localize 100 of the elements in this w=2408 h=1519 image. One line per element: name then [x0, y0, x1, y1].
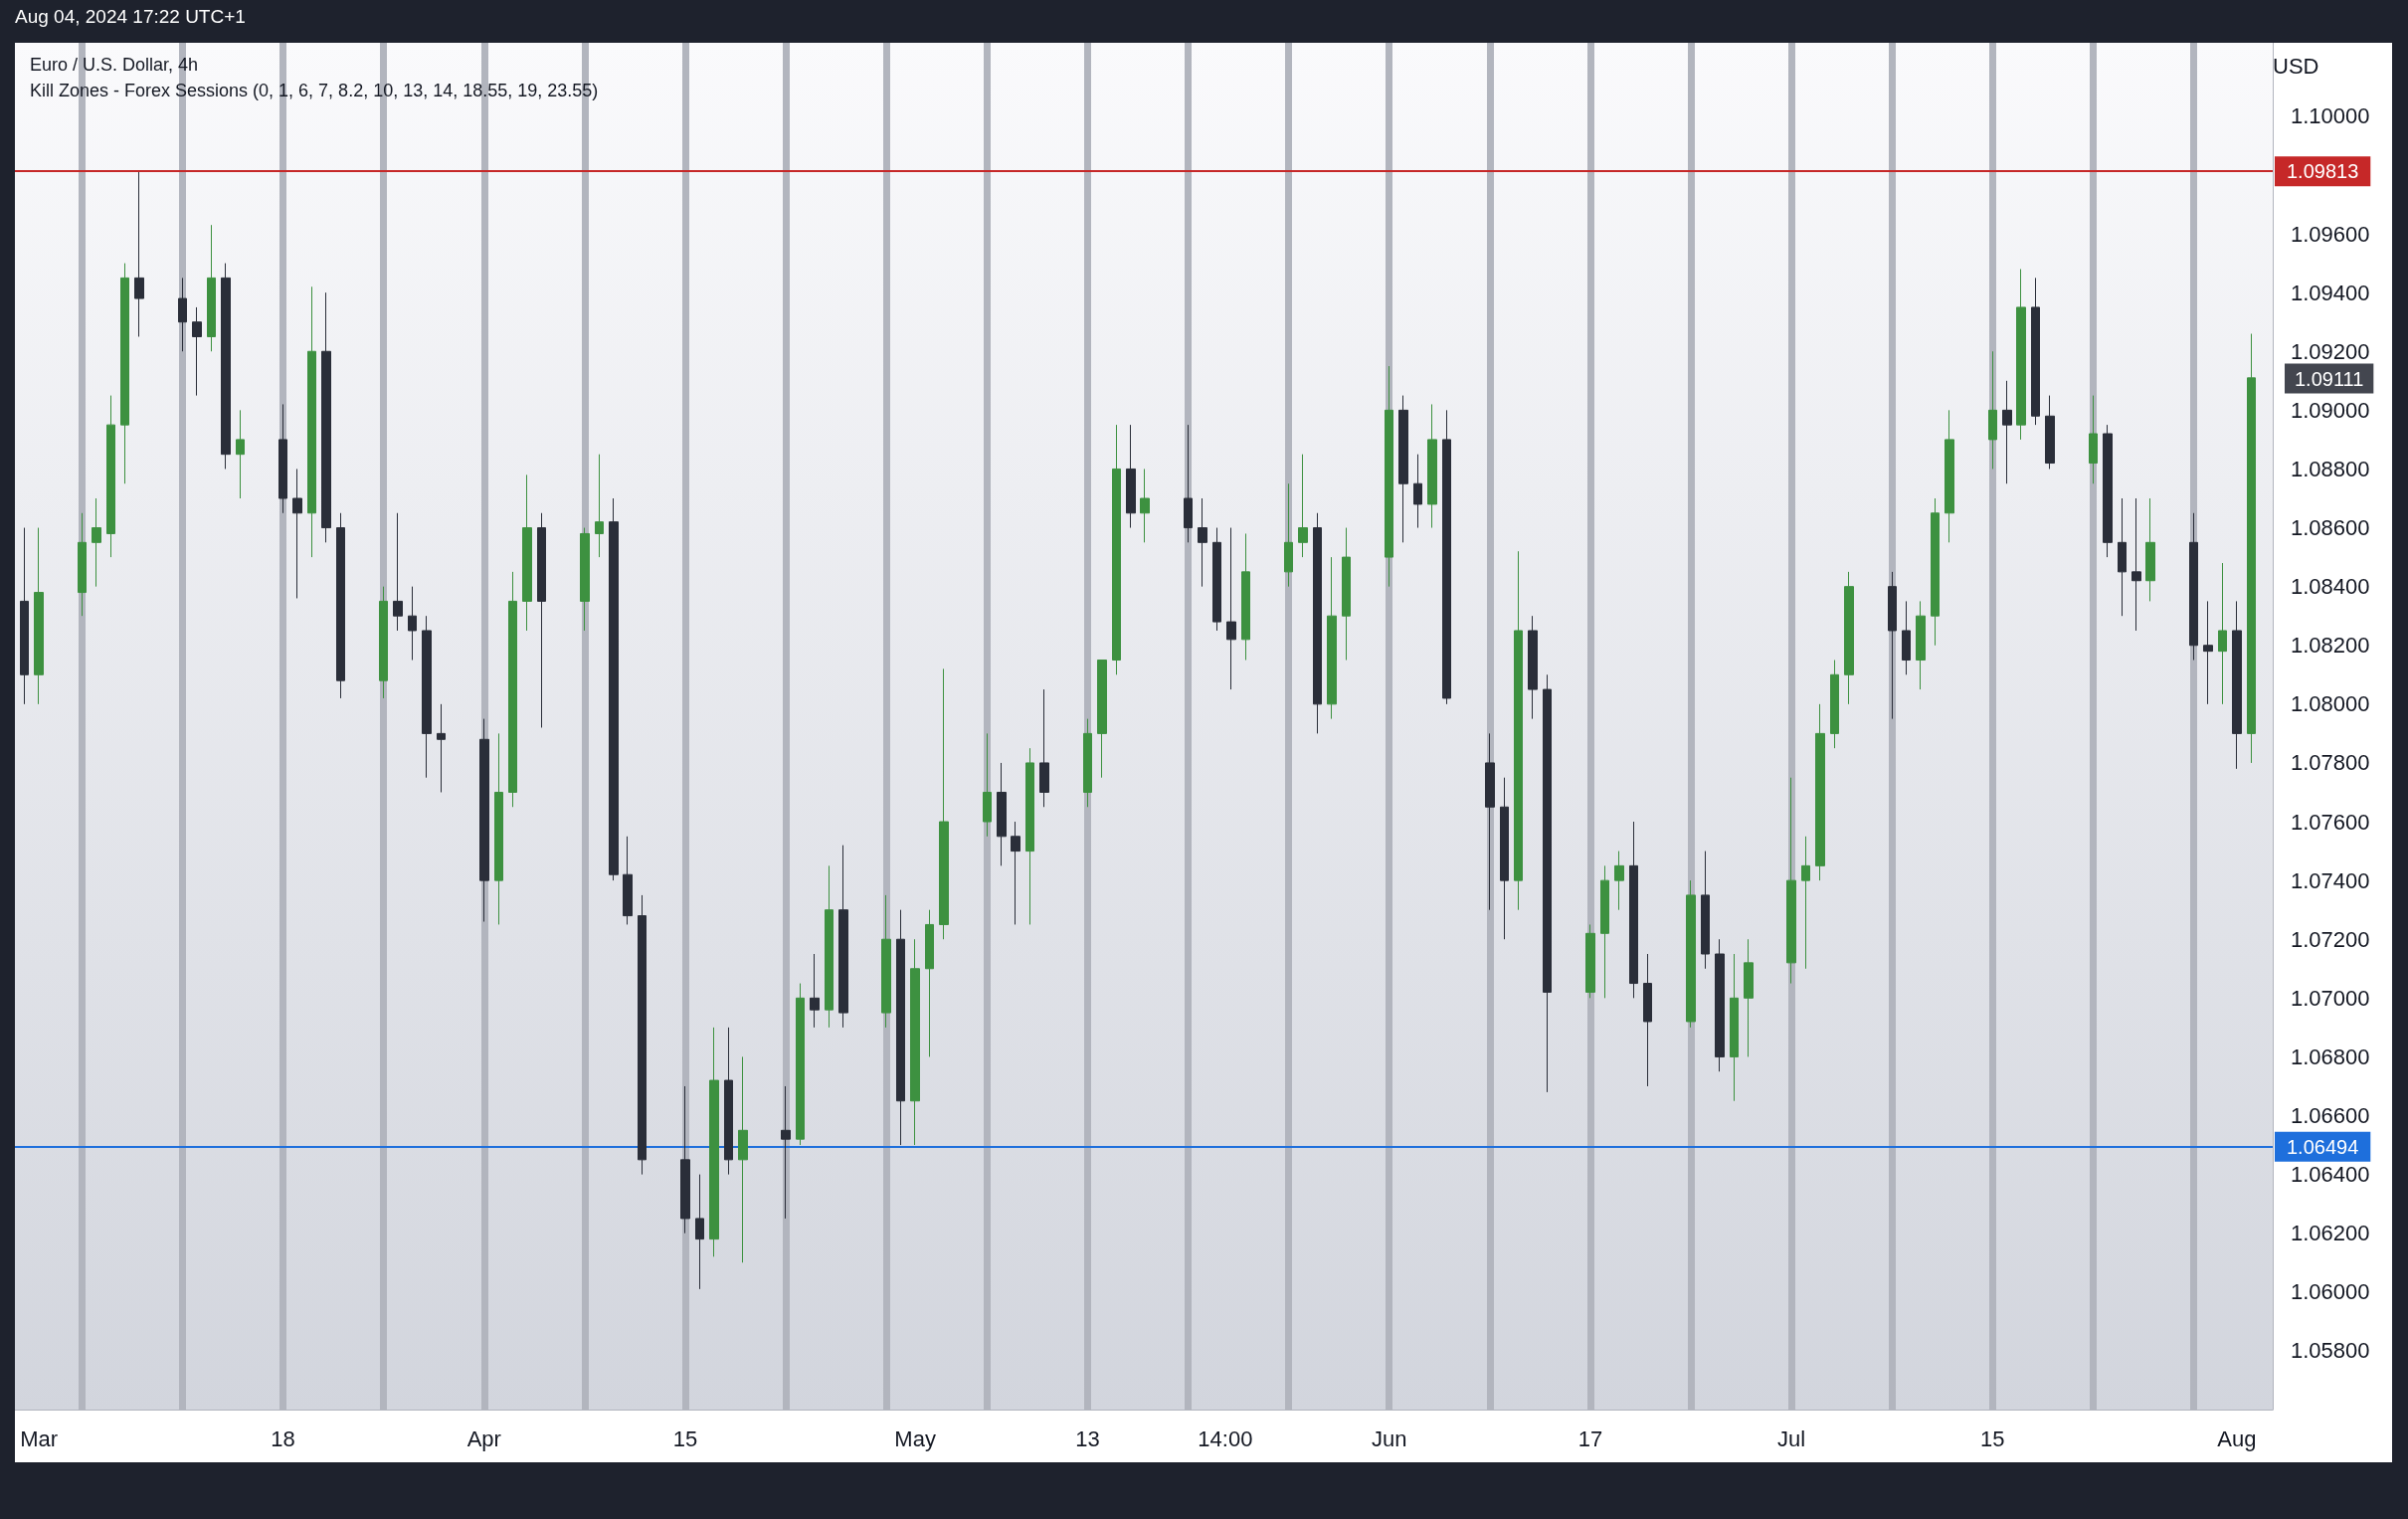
candlestick — [638, 894, 647, 1176]
candlestick — [1514, 550, 1523, 911]
y-tick-label: 1.08400 — [2291, 574, 2370, 600]
candlestick — [1744, 938, 1754, 1057]
candlestick — [1585, 923, 1595, 999]
candlestick — [1916, 600, 1926, 690]
candlestick — [925, 909, 934, 1057]
candlestick — [1528, 615, 1538, 720]
candlestick — [2189, 512, 2198, 662]
candlestick — [825, 864, 834, 1029]
candlestick — [680, 1085, 690, 1234]
candlestick — [1327, 556, 1337, 720]
candlestick — [810, 953, 820, 1029]
candlestick — [437, 703, 446, 793]
candlestick — [796, 983, 805, 1146]
y-axis-title: USD — [2273, 53, 2319, 79]
candlestick — [537, 512, 546, 728]
candlestick — [1025, 747, 1034, 925]
y-tick-label: 1.07000 — [2291, 985, 2370, 1011]
candlestick — [896, 909, 905, 1146]
text: Kill Zones - Forex Sessions (0, 1, 6, 7, 8.2, 10, 13, 14, 18.55, 19, 23.55) — [30, 81, 599, 100]
candlestick — [1988, 350, 1997, 470]
y-tick-label: 1.07800 — [2291, 750, 2370, 776]
candlestick — [609, 497, 619, 881]
candlestick — [595, 454, 604, 558]
x-tick-label: Aug — [2217, 1425, 2257, 1451]
candlestick — [221, 263, 231, 470]
candlestick — [1931, 497, 1940, 647]
candlestick — [34, 527, 44, 705]
candlestick — [2247, 333, 2256, 764]
ref-line-label: 1.09813 — [2287, 160, 2359, 183]
candlestick — [2089, 395, 2098, 484]
candlestick — [1126, 424, 1136, 529]
x-tick-label: 18 — [271, 1425, 295, 1451]
text: Aug 04, 2024 17:22 UTC+1 — [15, 6, 246, 28]
candlestick — [983, 732, 992, 838]
candlestick — [1686, 879, 1696, 1029]
x-tick-label: Mar — [20, 1425, 59, 1451]
y-tick-label: 1.09000 — [2291, 397, 2370, 423]
candlestick — [408, 586, 417, 662]
candlestick — [2016, 269, 2026, 441]
candlestick — [1844, 571, 1854, 705]
candlestick — [1600, 864, 1609, 999]
candlestick — [92, 497, 101, 588]
candlestick — [1730, 953, 1739, 1102]
x-tick-label: 15 — [672, 1425, 698, 1451]
candlestick — [2131, 497, 2141, 632]
candlestick — [192, 306, 202, 397]
y-tick-label: 1.07200 — [2291, 926, 2370, 952]
candlestick — [479, 718, 489, 922]
candlestick — [781, 1085, 791, 1220]
candlestick — [20, 527, 29, 705]
candlestick — [695, 1174, 704, 1290]
candlestick — [1241, 532, 1250, 662]
candlestick — [1039, 688, 1049, 808]
candlestick — [738, 1055, 748, 1263]
candlestick — [1888, 571, 1897, 720]
y-tick-label: 1.07400 — [2291, 867, 2370, 893]
candlestick — [1902, 600, 1911, 675]
candlestick — [1715, 938, 1725, 1072]
candlestick — [838, 845, 848, 1029]
y-tick-label: 1.06000 — [2291, 1279, 2370, 1305]
y-tick-label: 1.06400 — [2291, 1162, 2370, 1188]
candlestick — [1614, 851, 1624, 911]
candlestick — [236, 409, 245, 499]
candlestick — [1830, 660, 1839, 749]
candlestick — [207, 224, 216, 352]
y-tick-label: 1.09200 — [2291, 338, 2370, 364]
y-tick-label: 1.06600 — [2291, 1103, 2370, 1129]
annotation: 1.09111 — [2295, 367, 2364, 390]
candlestick — [422, 615, 432, 779]
candlestick — [1212, 527, 1221, 632]
y-tick-label: 1.08000 — [2291, 691, 2370, 717]
x-tick-label: 15 — [1980, 1425, 2005, 1451]
candlestick — [1701, 851, 1710, 970]
candlestick — [1198, 497, 1207, 588]
y-tick-label: 1.06200 — [2291, 1221, 2370, 1246]
x-tick-label: 17 — [1577, 1425, 1603, 1451]
candlestick — [939, 667, 949, 940]
candlestick — [1284, 482, 1293, 588]
candlestick — [1427, 403, 1437, 529]
candlestick — [134, 171, 144, 337]
candlestick — [997, 762, 1007, 866]
x-tick-label: 14:00 — [1198, 1425, 1253, 1451]
candlestick — [1801, 836, 1810, 970]
candlestick — [278, 403, 287, 514]
candlestick — [2031, 277, 2040, 426]
candlestick — [1226, 527, 1236, 690]
candlestick — [2118, 497, 2127, 617]
y-tick-label: 1.10000 — [2291, 103, 2370, 129]
y-tick-label: 1.09600 — [2291, 221, 2370, 247]
y-tick-label: 1.08800 — [2291, 456, 2370, 481]
x-tick-label: May — [894, 1425, 936, 1451]
y-tick-label: 1.08200 — [2291, 633, 2370, 659]
candlestick — [1815, 703, 1825, 881]
candlestick — [1298, 454, 1308, 558]
candlestick — [1945, 409, 1954, 543]
candlestick — [1786, 777, 1796, 985]
candlestick — [1097, 660, 1107, 779]
y-tick-label: 1.09400 — [2291, 280, 2370, 305]
